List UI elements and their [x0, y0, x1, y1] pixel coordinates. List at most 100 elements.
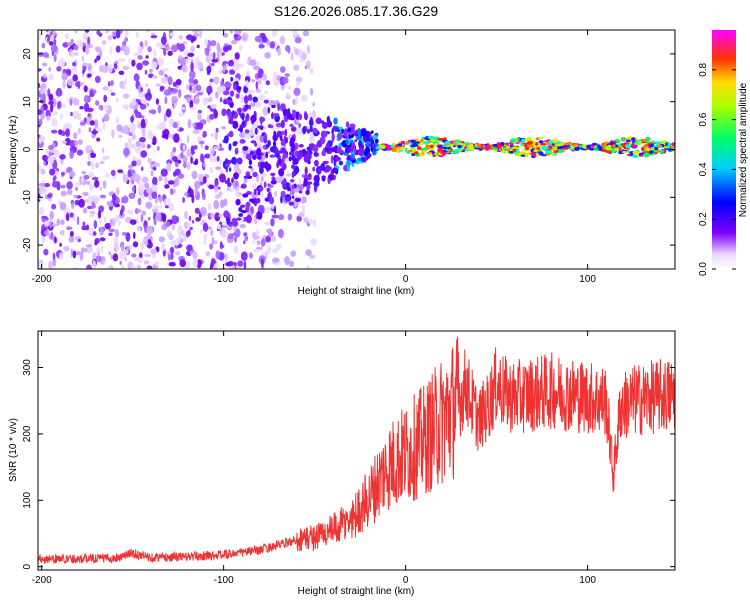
spectrogram-noise-blob — [103, 104, 109, 110]
spectrogram-transition-blob — [286, 182, 290, 191]
spectrogram-signal-blob — [510, 138, 516, 143]
spectrogram-noise-blob — [196, 44, 200, 49]
spectrogram-noise-blob — [77, 238, 82, 243]
spectrogram-noise-blob — [203, 239, 207, 246]
spectrogram-noise-blob — [52, 258, 57, 267]
spectrogram-noise-blob — [142, 60, 150, 66]
spectrogram-signal-blob — [414, 141, 421, 144]
spectrogram-noise-blob — [308, 112, 315, 121]
spectrogram-transition-blob — [267, 106, 271, 114]
spectrogram-noise-blob — [171, 44, 178, 53]
spectrogram-noise-blob — [288, 260, 295, 267]
spectrogram-noise-blob — [147, 238, 152, 245]
spectrogram-transition-blob — [231, 156, 237, 165]
spectrogram-transition-blob — [225, 158, 228, 163]
spectrogram-noise-blob — [280, 190, 286, 198]
spectrogram-transition-blob — [292, 171, 296, 177]
spectrogram-signal-blob — [485, 147, 489, 150]
spectrogram-transition-blob — [296, 156, 301, 161]
spectrogram-transition-blob — [371, 149, 377, 156]
spectrogram-transition-blob — [236, 217, 242, 221]
spectrogram-noise-blob — [258, 44, 265, 49]
spectrogram-noise-blob — [157, 57, 164, 67]
spectrogram-signal-blob — [445, 149, 452, 152]
spectrogram-noise-blob — [115, 187, 120, 196]
spectrogram-signal-blob — [411, 152, 416, 157]
spectrogram-transition-blob — [360, 128, 367, 137]
spectrogram-signal-blob — [432, 154, 436, 158]
spectrogram-noise-blob — [294, 37, 302, 44]
spectrogram-signal-blob — [468, 147, 474, 150]
spectrogram-noise-blob — [312, 102, 315, 107]
spectrogram-transition-blob — [313, 181, 320, 188]
spectrogram-transition-blob — [221, 108, 227, 117]
spectrogram-noise-blob — [62, 246, 70, 252]
spectrogram-signal-blob — [659, 150, 665, 153]
spectrogram-noise-blob — [141, 210, 147, 216]
spectrogram-transition-blob — [283, 115, 288, 122]
spectrogram-noise-blob — [159, 85, 165, 90]
spectrogram-noise-blob — [277, 47, 282, 56]
spectrogram-noise-blob — [39, 207, 44, 216]
spectrogram-noise-blob — [139, 137, 146, 143]
spectrogram-noise-blob — [148, 109, 155, 114]
spectrogram-noise-blob — [56, 66, 62, 72]
spectrogram-noise-blob — [202, 176, 207, 184]
spectrogram-noise-blob — [275, 127, 280, 132]
spectrogram-noise-blob — [82, 207, 88, 214]
spectrogram-noise-blob — [52, 180, 59, 188]
spectrogram-noise-blob — [40, 82, 47, 90]
spectrogram-noise-blob — [119, 260, 122, 265]
spectrogram-noise-blob — [86, 264, 92, 269]
spectrogram-transition-blob — [228, 143, 232, 151]
spectrogram-noise-blob — [210, 103, 217, 109]
spectrogram-noise-blob — [79, 121, 86, 126]
spectrogram-noise-blob — [230, 30, 233, 34]
spectrogram-noise-blob — [202, 97, 209, 106]
spectrogram-noise-blob — [172, 155, 178, 162]
spectrogram-noise-blob — [62, 103, 66, 109]
spectrogram-noise-blob — [252, 240, 256, 244]
spectrogram-noise-blob — [160, 36, 167, 45]
spectrogram-noise-blob — [177, 230, 185, 237]
spectrogram-noise-blob — [59, 230, 65, 236]
spectrogram-transition-blob — [256, 147, 262, 157]
spectrogram-transition-blob — [321, 150, 326, 157]
spectrogram-noise-blob — [302, 30, 309, 37]
spectrogram-noise-blob — [52, 111, 59, 116]
spectrogram-transition-blob — [233, 172, 239, 180]
spectrogram-signal-blob — [612, 144, 616, 148]
spectrogram-noise-blob — [95, 162, 99, 169]
spectrogram-noise-blob — [193, 32, 199, 37]
spectrogram-signal-blob — [632, 150, 640, 155]
spectrogram-noise-blob — [179, 259, 186, 268]
spectrogram-noise-blob — [156, 212, 162, 222]
spectrogram-transition-blob — [290, 147, 295, 152]
spectrogram-noise-blob — [197, 112, 203, 121]
spectrogram-noise-blob — [209, 152, 213, 163]
spectrogram-noise-blob — [220, 80, 224, 86]
spectrogram-noise-blob — [290, 250, 297, 257]
spectrogram-noise-blob — [147, 157, 152, 164]
spectrogram-noise-blob — [73, 132, 78, 140]
spectrogram-noise-blob — [60, 190, 67, 197]
spectrogram-noise-blob — [240, 251, 248, 261]
spectrogram-noise-blob — [144, 253, 152, 258]
spectrogram-noise-blob — [89, 120, 95, 126]
spectrogram-noise-blob — [193, 145, 198, 150]
spectrogram-noise-blob — [273, 81, 279, 86]
spectrogram-noise-blob — [94, 179, 100, 188]
spectrogram-noise-blob — [140, 87, 144, 93]
spectrogram-noise-blob — [190, 155, 193, 164]
spectrogram-transition-blob — [223, 135, 229, 144]
spectrogram-noise-blob — [292, 30, 298, 37]
spectrogram-noise-blob — [187, 52, 195, 57]
spectrogram-noise-blob — [92, 89, 97, 95]
spectrogram-noise-blob — [101, 64, 108, 74]
spectrogram-noise-blob — [121, 243, 124, 253]
spectrogram-noise-blob — [235, 93, 240, 99]
spectrogram-noise-blob — [260, 238, 266, 247]
spectrogram-noise-blob — [51, 223, 58, 227]
spectrogram-signal-blob — [632, 154, 639, 159]
spectrogram-noise-blob — [81, 55, 85, 63]
